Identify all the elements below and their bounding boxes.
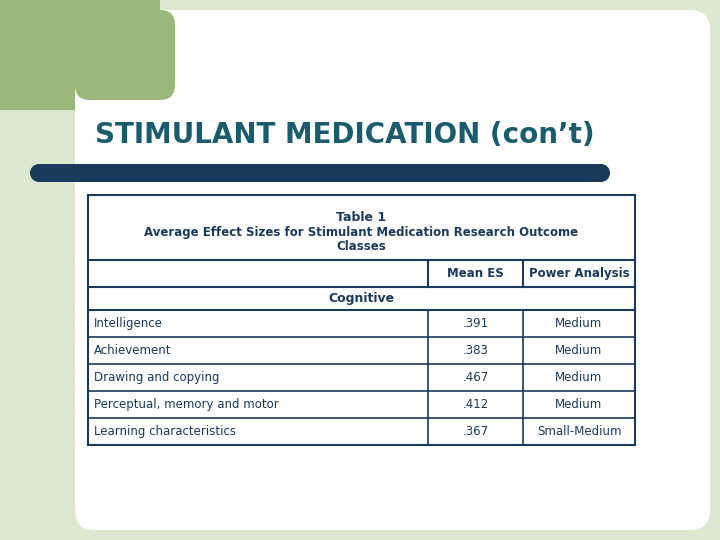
Text: Achievement: Achievement: [94, 344, 171, 357]
Ellipse shape: [592, 164, 610, 182]
Bar: [88, 195, 635, 445]
Text: .367: .367: [462, 425, 489, 438]
Text: .391: .391: [462, 317, 489, 330]
Text: Table 1: Table 1: [336, 211, 387, 224]
Text: .412: .412: [462, 398, 489, 411]
Ellipse shape: [30, 164, 48, 182]
Text: Intelligence: Intelligence: [94, 317, 163, 330]
Bar: [39, 164, 601, 182]
Text: .383: .383: [462, 344, 488, 357]
Text: STIMULANT MEDICATION (con’t): STIMULANT MEDICATION (con’t): [95, 121, 595, 149]
Text: Learning characteristics: Learning characteristics: [94, 425, 236, 438]
Text: Medium: Medium: [555, 344, 603, 357]
FancyBboxPatch shape: [75, 10, 710, 530]
Text: Drawing and copying: Drawing and copying: [94, 371, 220, 384]
Text: Power Analysis: Power Analysis: [528, 267, 629, 280]
Text: Medium: Medium: [555, 398, 603, 411]
Text: Medium: Medium: [555, 317, 603, 330]
Text: .467: .467: [462, 371, 489, 384]
Text: Classes: Classes: [337, 240, 387, 253]
FancyBboxPatch shape: [75, 10, 175, 100]
Text: Perceptual, memory and motor: Perceptual, memory and motor: [94, 398, 279, 411]
FancyBboxPatch shape: [0, 0, 160, 110]
Text: Medium: Medium: [555, 371, 603, 384]
Text: Cognitive: Cognitive: [328, 292, 395, 305]
Text: Mean ES: Mean ES: [447, 267, 504, 280]
Text: Small-Medium: Small-Medium: [536, 425, 621, 438]
Text: Average Effect Sizes for Stimulant Medication Research Outcome: Average Effect Sizes for Stimulant Medic…: [145, 226, 579, 239]
